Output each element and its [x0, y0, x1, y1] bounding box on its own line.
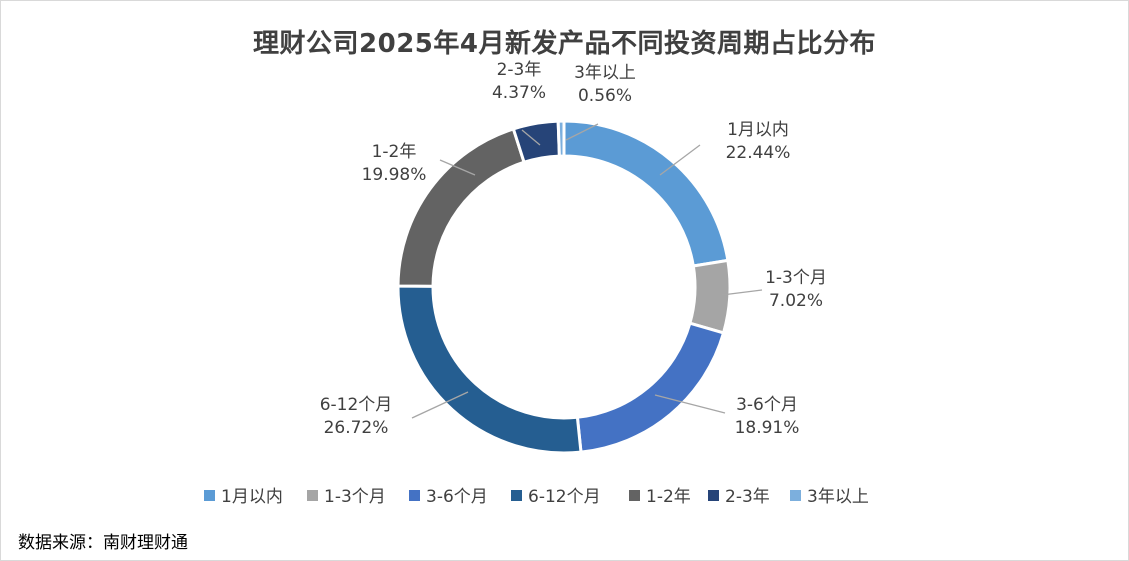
legend-label-2: 3-6个月 [426, 487, 488, 507]
leader-line-0 [659, 144, 701, 176]
leader-line-3 [411, 391, 469, 419]
leader-line-6 [565, 123, 599, 141]
data-label-value-6: 0.56% [578, 86, 632, 106]
donut-slices [396, 119, 732, 455]
data-label-value-4: 19.98% [362, 165, 427, 185]
legend-swatch-2 [409, 490, 420, 501]
leader-line-2 [654, 394, 726, 414]
leader-lines [411, 123, 763, 419]
data-label-value-1: 7.02% [769, 291, 823, 311]
legend-label-5: 2-3年 [725, 487, 770, 507]
legend-swatch-1 [307, 490, 318, 501]
legend-label-6: 3年以上 [807, 487, 869, 507]
data-source: 数据来源：南财理财通 [18, 533, 188, 553]
legend-swatch-5 [708, 490, 719, 501]
slice-6-12--3 [396, 284, 583, 455]
data-label-category-3: 6-12个月 [320, 395, 393, 415]
chart-title: 理财公司2025年4月新发产品不同投资周期占比分布 [253, 29, 876, 59]
legend: 1月以内 1-3个月 3-6个月 6-12个月 1-2年 2-3年 3年以上 [204, 487, 869, 507]
data-label-category-5: 2-3年 [497, 60, 542, 80]
data-label-category-6: 3年以上 [574, 63, 636, 83]
data-label-category-1: 1-3个月 [765, 268, 827, 288]
legend-label-3: 6-12个月 [528, 487, 601, 507]
legend-label-1: 1-3个月 [324, 487, 386, 507]
data-label-category-0: 1月以内 [727, 120, 789, 140]
leader-line-5 [521, 129, 541, 146]
data-label-value-2: 18.91% [735, 418, 800, 438]
legend-label-0: 1月以内 [221, 487, 283, 507]
data-label-value-5: 4.37% [492, 83, 546, 103]
slice-1-3--1 [688, 258, 732, 335]
legend-swatch-4 [629, 490, 640, 501]
legend-label-4: 1-2年 [646, 487, 691, 507]
slice-1-2--4 [396, 127, 526, 288]
legend-swatch-3 [511, 490, 522, 501]
slice-3--6 [556, 119, 566, 158]
slice-3-6--2 [575, 321, 726, 454]
legend-swatch-6 [790, 490, 801, 501]
data-label-value-0: 22.44% [726, 143, 791, 163]
leader-line-4 [439, 159, 476, 176]
data-label-category-2: 3-6个月 [736, 395, 798, 415]
legend-swatch-0 [204, 490, 215, 501]
data-labels: 1月以内 22.44% 1-3个月 7.02% 3-6个月 18.91% 6-12个月 26.… [320, 60, 827, 438]
slice-1--0 [562, 119, 730, 268]
leader-line-1 [721, 289, 763, 296]
data-label-category-4: 1-2年 [372, 142, 417, 162]
data-label-value-3: 26.72% [324, 418, 389, 438]
